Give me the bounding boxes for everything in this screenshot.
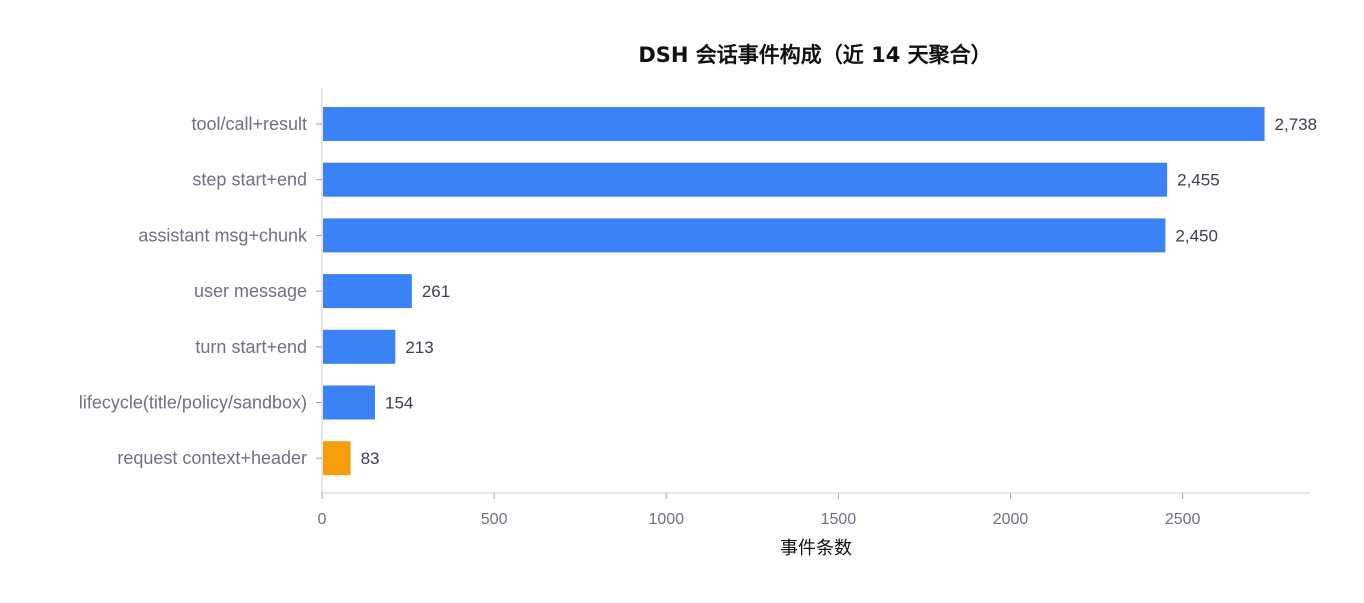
- x-tick-label-0: 0: [318, 511, 327, 528]
- x-axis-title: 事件条数: [780, 538, 852, 559]
- x-tick-label-1: 500: [481, 511, 508, 528]
- category-labels: tool/call+result step start+end assistant …: [79, 114, 308, 468]
- bar-5: [322, 385, 376, 420]
- x-tick-label-3: 1500: [821, 511, 857, 528]
- category-label-1: step start+end: [192, 170, 307, 190]
- x-tick-label-5: 2500: [1165, 511, 1201, 528]
- value-label-1: 2,455: [1177, 171, 1220, 190]
- value-label-0: 2,738: [1275, 115, 1318, 134]
- value-label-2: 2,450: [1175, 226, 1218, 245]
- value-label-4: 213: [405, 338, 433, 357]
- bar-3: [322, 274, 412, 309]
- value-label-5: 154: [385, 394, 413, 413]
- bar-1: [322, 162, 1168, 197]
- category-label-2: assistant msg+chunk: [138, 225, 308, 245]
- value-label-3: 261: [422, 282, 450, 301]
- category-label-4: turn start+end: [195, 337, 307, 357]
- bar-0: [322, 107, 1265, 141]
- x-axis-ticks: 0 500 1000 1500 2000 2500: [316, 123, 1201, 528]
- category-label-3: user message: [194, 281, 307, 301]
- chart-title: DSH 会话事件构成（近 14 天聚合）: [638, 43, 991, 67]
- category-label-0: tool/call+result: [191, 114, 307, 134]
- category-label-6: request context+header: [117, 448, 307, 468]
- bars-group: [322, 107, 1265, 476]
- x-tick-label-2: 1000: [648, 511, 684, 528]
- value-labels: 2,738 2,455 2,450 261 213 154 83: [361, 115, 1318, 468]
- bar-6: [322, 441, 351, 476]
- x-tick-label-4: 2000: [993, 511, 1029, 528]
- value-label-6: 83: [361, 449, 380, 468]
- bar-4: [322, 329, 396, 364]
- bar-2: [322, 218, 1166, 253]
- category-label-5: lifecycle(title/policy/sandbox): [79, 393, 307, 413]
